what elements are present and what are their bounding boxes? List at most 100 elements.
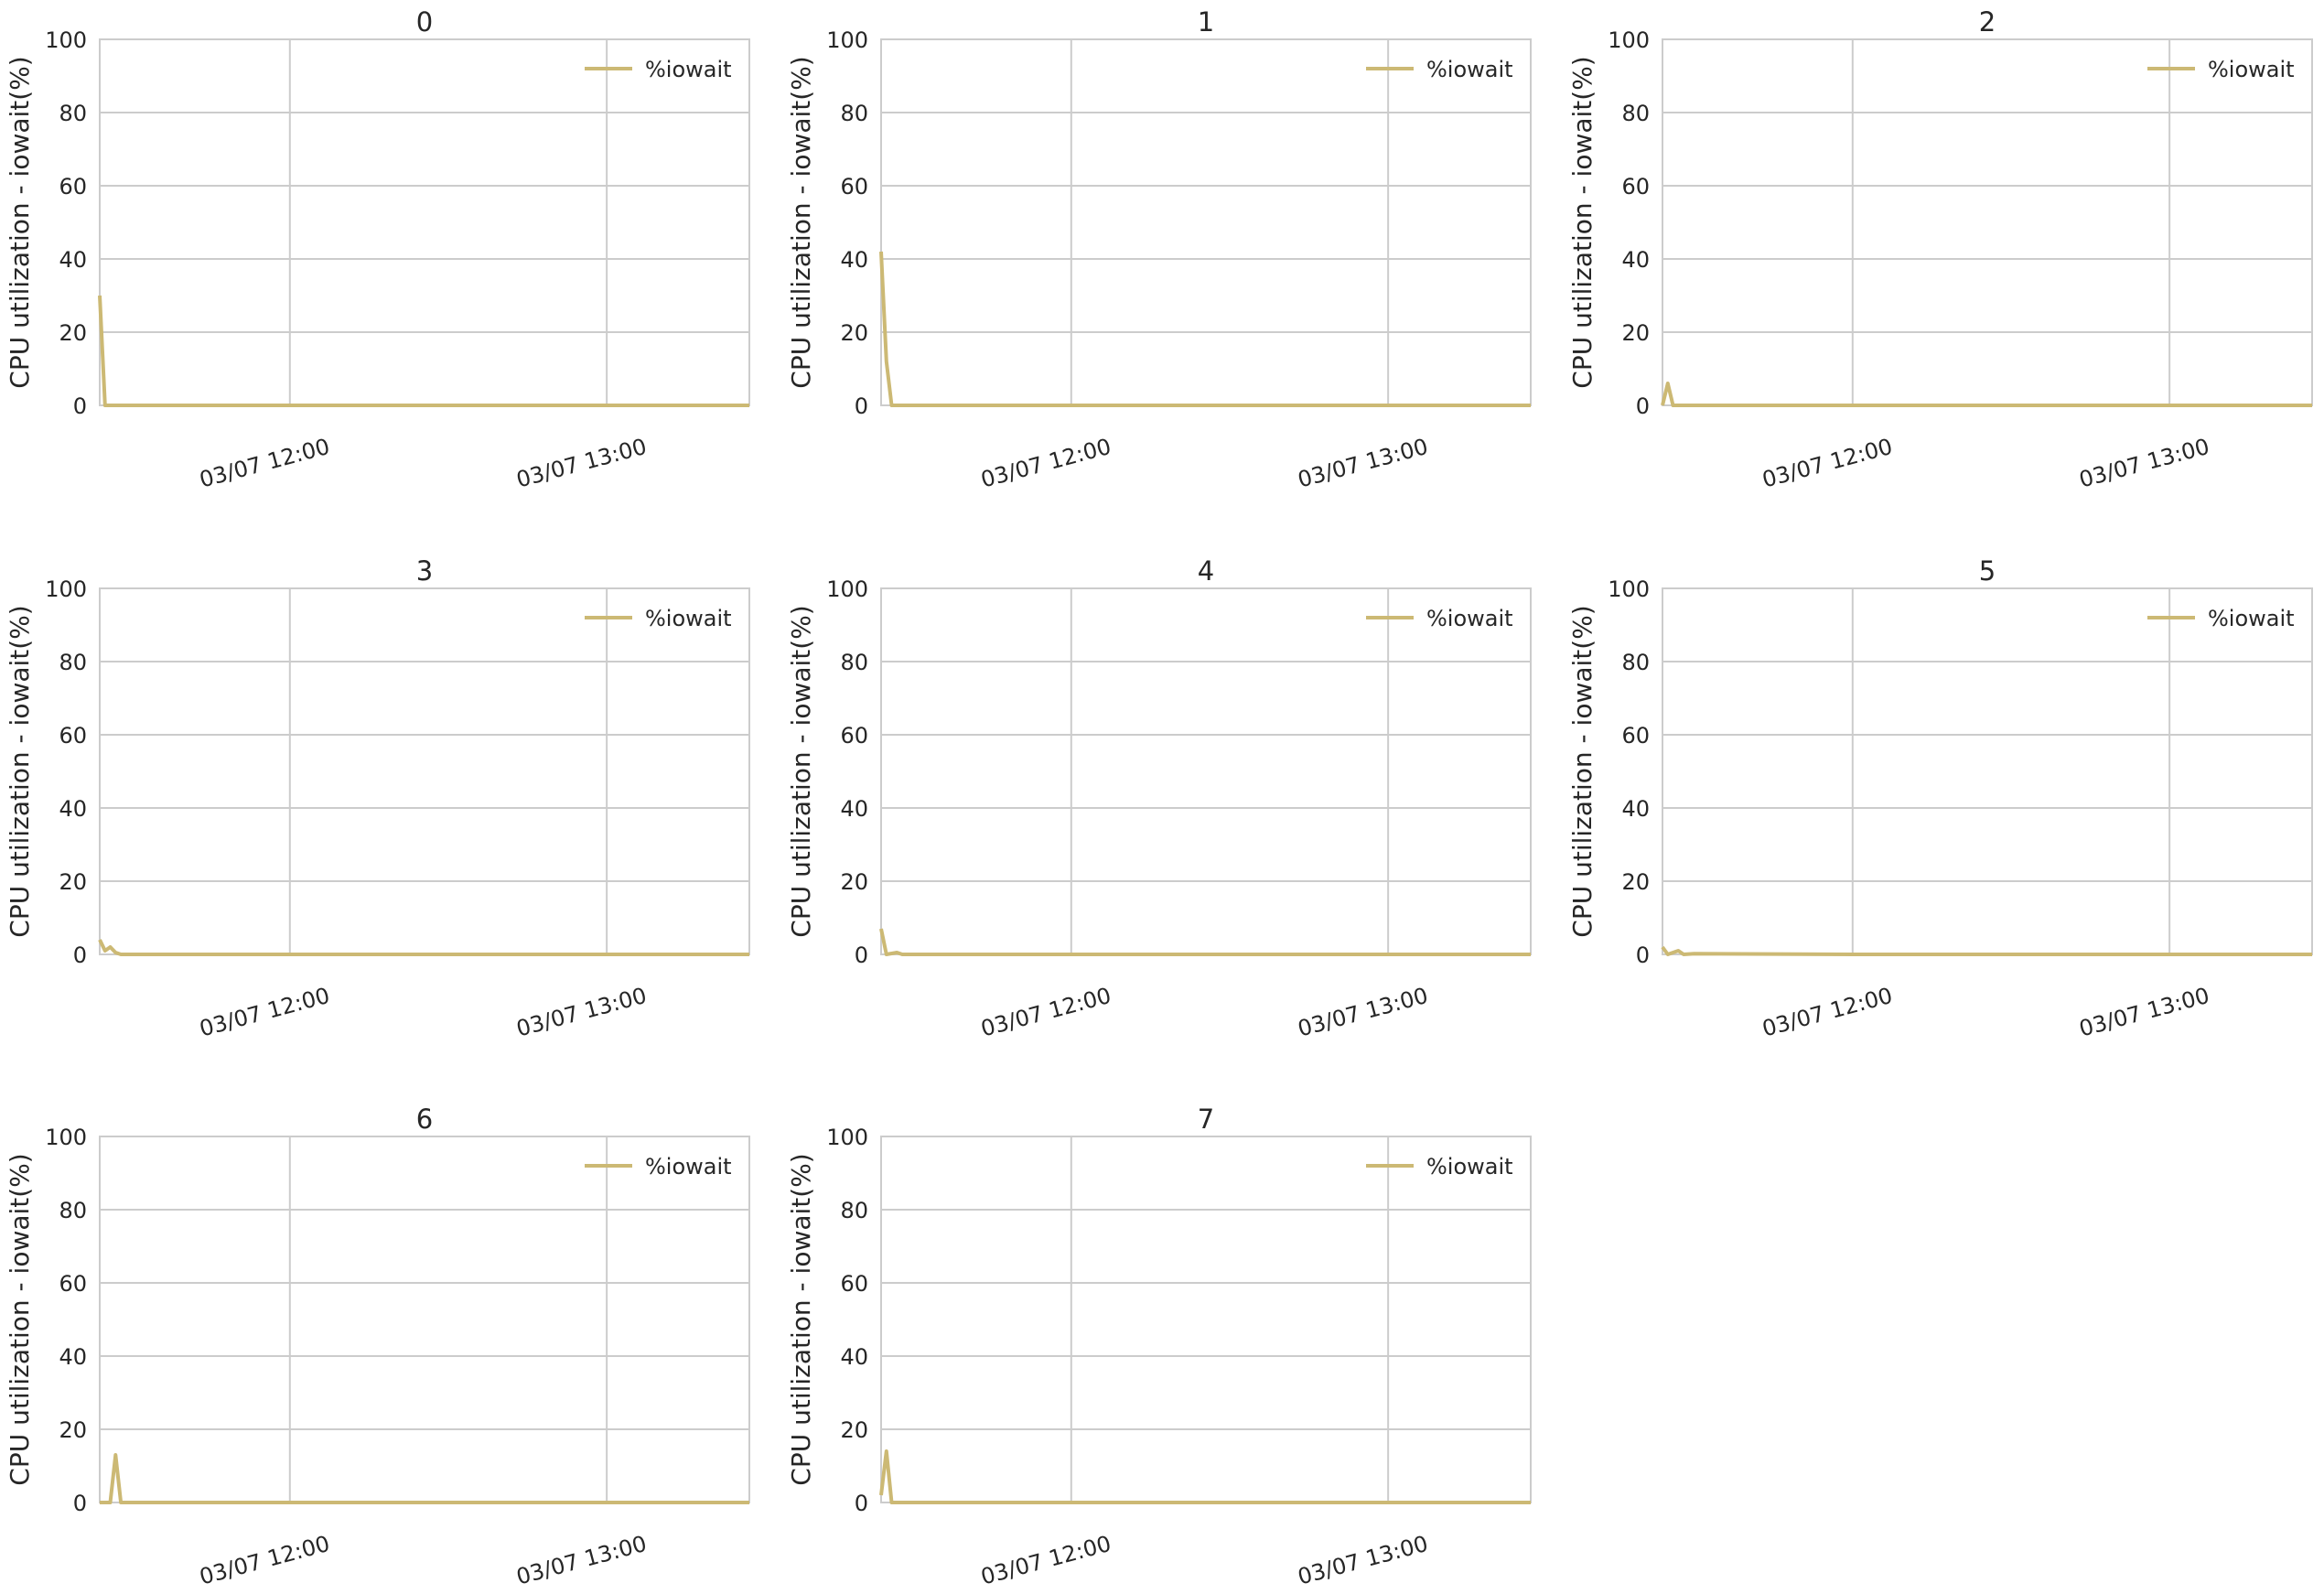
y-axis-label: CPU utilization - iowait(%) <box>1567 56 1598 388</box>
subplot-2: 0 20 40 60 80 100 03/07 12:00 03/07 13:00 2 CPU u… <box>1567 6 2313 493</box>
y-tick-label: 0 <box>1636 942 1650 968</box>
y-tick-label: 60 <box>59 723 87 749</box>
gridlines <box>1662 38 2312 406</box>
y-tick-label: 0 <box>855 393 868 419</box>
subplot-0: 0 20 40 60 80 100 03/07 12:00 03/07 13:00 0 CPU u… <box>5 6 750 493</box>
y-tick-label: 100 <box>826 27 868 53</box>
subplot-5: 0 20 40 60 80 100 03/07 12:00 03/07 13:00 5 CPU u… <box>1567 555 2313 1042</box>
x-tick-label: 03/07 13:00 <box>1295 1531 1430 1590</box>
subplot-3: 0 20 40 60 80 100 03/07 12:00 03/07 13:00 3 CPU u… <box>5 555 750 1042</box>
y-tick-label: 60 <box>1621 723 1650 749</box>
y-tick-label: 60 <box>840 174 868 199</box>
y-axis-label: CPU utilization - iowait(%) <box>1567 605 1598 937</box>
legend-label: %iowait <box>645 1154 732 1179</box>
y-tick-label: 0 <box>73 393 87 419</box>
subplot-4: 0 20 40 60 80 100 03/07 12:00 03/07 13:00 4 CPU u… <box>786 555 1532 1042</box>
y-tick-label: 80 <box>59 650 87 675</box>
subplot-1: 0 20 40 60 80 100 03/07 12:00 03/07 13:00 1 CPU u… <box>786 6 1532 493</box>
x-tick-label: 03/07 13:00 <box>1295 434 1430 493</box>
subplot-title: 3 <box>416 555 433 587</box>
x-tick-label: 03/07 13:00 <box>2076 434 2211 493</box>
y-axis-label: CPU utilization - iowait(%) <box>786 56 816 388</box>
y-tick-label: 60 <box>840 1271 868 1297</box>
x-tick-label: 03/07 12:00 <box>197 1531 332 1590</box>
legend-label: %iowait <box>645 606 732 631</box>
legend-label: %iowait <box>1426 606 1513 631</box>
y-tick-label: 40 <box>59 247 87 273</box>
y-tick-label: 100 <box>1608 27 1650 53</box>
subplot-title: 6 <box>416 1104 433 1135</box>
x-tick-label: 03/07 12:00 <box>978 434 1114 493</box>
y-tick-label: 20 <box>840 869 868 895</box>
y-tick-label: 20 <box>1621 320 1650 346</box>
series-line-iowait <box>1661 382 2312 407</box>
subplot-title: 7 <box>1198 1104 1214 1135</box>
gridlines <box>881 587 1531 955</box>
y-tick-label: 100 <box>45 1125 87 1150</box>
y-tick-label: 40 <box>59 796 87 822</box>
gridlines <box>1662 587 2312 955</box>
subplot-title: 5 <box>1979 555 1996 587</box>
legend-label: %iowait <box>645 57 732 82</box>
subplot-title: 4 <box>1198 555 1214 587</box>
y-tick-label: 40 <box>840 247 868 273</box>
y-tick-label: 100 <box>826 1125 868 1150</box>
series-line-iowait <box>98 939 749 956</box>
x-tick-label: 03/07 13:00 <box>513 1531 649 1590</box>
series-line-iowait <box>879 1449 1531 1504</box>
y-tick-label: 0 <box>1636 393 1650 419</box>
gridlines <box>881 1136 1531 1503</box>
legend-label: %iowait <box>2208 57 2295 82</box>
gridlines <box>100 587 749 955</box>
y-tick-label: 60 <box>1621 174 1650 199</box>
y-tick-label: 40 <box>1621 796 1650 822</box>
series-line-iowait <box>1661 945 2312 956</box>
y-axis-label: CPU utilization - iowait(%) <box>786 1153 816 1485</box>
y-tick-label: 80 <box>840 101 868 126</box>
legend-label: %iowait <box>2208 606 2295 631</box>
y-tick-label: 80 <box>840 650 868 675</box>
x-tick-label: 03/07 13:00 <box>2076 983 2211 1042</box>
y-tick-label: 20 <box>59 320 87 346</box>
plot-frame <box>99 38 750 406</box>
x-tick-label: 03/07 13:00 <box>513 434 649 493</box>
x-tick-label: 03/07 12:00 <box>978 1531 1114 1590</box>
subplot-6: 0 20 40 60 80 100 03/07 12:00 03/07 13:00 6 CPU u… <box>5 1104 750 1590</box>
y-tick-label: 20 <box>840 1417 868 1443</box>
gridlines <box>100 38 749 406</box>
y-axis-label: CPU utilization - iowait(%) <box>5 56 35 388</box>
y-tick-label: 20 <box>59 869 87 895</box>
y-tick-label: 80 <box>1621 101 1650 126</box>
legend-label: %iowait <box>1426 1154 1513 1179</box>
x-tick-label: 03/07 12:00 <box>197 983 332 1042</box>
subplot-title: 0 <box>416 6 433 38</box>
plot-frame <box>1662 587 2313 955</box>
y-tick-label: 20 <box>59 1417 87 1443</box>
plot-frame <box>99 587 750 955</box>
y-tick-label: 100 <box>1608 576 1650 602</box>
subplot-title: 1 <box>1198 6 1214 38</box>
y-tick-label: 100 <box>45 27 87 53</box>
series-line-iowait <box>879 251 1531 407</box>
x-tick-label: 03/07 12:00 <box>1759 983 1895 1042</box>
gridlines <box>881 38 1531 406</box>
plot-frame <box>99 1136 750 1503</box>
y-tick-label: 40 <box>840 1344 868 1370</box>
y-tick-label: 100 <box>45 576 87 602</box>
y-tick-label: 60 <box>840 723 868 749</box>
plot-frame <box>880 587 1532 955</box>
y-axis-label: CPU utilization - iowait(%) <box>786 605 816 937</box>
y-tick-label: 60 <box>59 174 87 199</box>
y-tick-label: 80 <box>840 1198 868 1223</box>
series-line-iowait <box>100 1453 749 1504</box>
subplot-title: 2 <box>1979 6 1996 38</box>
y-axis-label: CPU utilization - iowait(%) <box>5 1153 35 1485</box>
y-tick-label: 20 <box>840 320 868 346</box>
x-tick-label: 03/07 12:00 <box>1759 434 1895 493</box>
plot-frame <box>1662 38 2313 406</box>
plot-frame <box>880 1136 1532 1503</box>
subplot-7: 0 20 40 60 80 100 03/07 12:00 03/07 13:00 7 CPU u… <box>786 1104 1532 1590</box>
x-tick-label: 03/07 13:00 <box>513 983 649 1042</box>
x-tick-label: 03/07 12:00 <box>197 434 332 493</box>
